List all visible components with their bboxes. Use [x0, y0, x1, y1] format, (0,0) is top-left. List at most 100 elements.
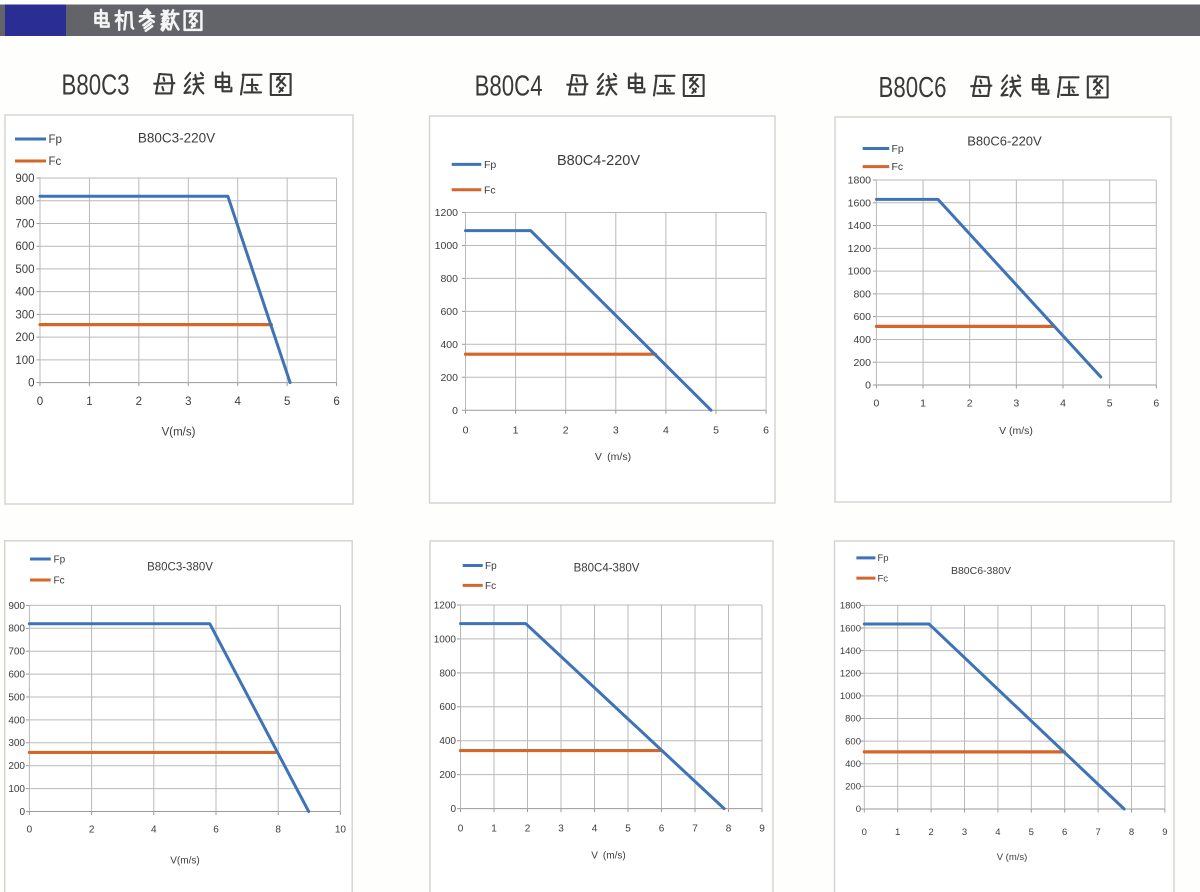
svg-text:400: 400 — [8, 715, 25, 726]
svg-text:0: 0 — [28, 378, 34, 390]
svg-text:800: 800 — [8, 624, 25, 635]
svg-text:0: 0 — [27, 824, 33, 835]
svg-text:5: 5 — [625, 823, 631, 834]
svg-text:0: 0 — [450, 804, 456, 815]
svg-text:1200: 1200 — [434, 600, 457, 611]
svg-text:4: 4 — [995, 827, 1000, 838]
svg-text:1000: 1000 — [848, 266, 872, 278]
svg-text:Fp: Fp — [49, 134, 62, 146]
svg-text:Fc: Fc — [49, 156, 62, 168]
svg-text:600: 600 — [845, 736, 861, 747]
svg-text:4: 4 — [592, 823, 598, 834]
svg-text:5: 5 — [1107, 398, 1113, 410]
svg-text:200: 200 — [845, 782, 861, 793]
svg-text:9: 9 — [759, 823, 765, 834]
svg-text:1: 1 — [513, 425, 519, 437]
svg-text:200: 200 — [15, 332, 34, 344]
svg-text:2: 2 — [967, 398, 973, 410]
svg-text:6: 6 — [333, 396, 339, 408]
svg-text:B80C6-220V: B80C6-220V — [967, 133, 1042, 148]
svg-text:1000: 1000 — [840, 691, 861, 702]
svg-text:1000: 1000 — [435, 240, 459, 252]
svg-text:900: 900 — [15, 173, 34, 185]
svg-text:3: 3 — [1013, 398, 1019, 410]
svg-text:0: 0 — [37, 396, 43, 408]
svg-text:Fc: Fc — [54, 575, 65, 586]
svg-text:8: 8 — [726, 823, 732, 834]
svg-text:Fp: Fp — [892, 143, 904, 155]
svg-text:1200: 1200 — [840, 669, 861, 680]
svg-text:500: 500 — [15, 264, 34, 276]
svg-text:Fp: Fp — [484, 159, 496, 171]
svg-text:1800: 1800 — [840, 601, 861, 612]
svg-text:1400: 1400 — [848, 220, 872, 232]
svg-text:B80C3-220V: B80C3-220V — [138, 131, 215, 146]
svg-text:900: 900 — [8, 601, 25, 612]
svg-text:400: 400 — [845, 759, 861, 770]
svg-text:800: 800 — [15, 196, 34, 208]
svg-text:Fp: Fp — [878, 553, 889, 564]
svg-text:600: 600 — [8, 670, 25, 681]
svg-text:1600: 1600 — [840, 623, 861, 634]
svg-text:200: 200 — [853, 357, 871, 369]
svg-text:8: 8 — [1129, 827, 1134, 838]
svg-text:6: 6 — [1062, 827, 1067, 838]
svg-text:0: 0 — [862, 827, 867, 838]
svg-text:2: 2 — [525, 823, 531, 834]
svg-text:600: 600 — [853, 311, 871, 323]
svg-text:V(m/s): V(m/s) — [162, 426, 196, 438]
svg-text:2: 2 — [928, 827, 933, 838]
svg-text:0: 0 — [865, 380, 871, 392]
svg-text:1600: 1600 — [848, 197, 872, 209]
svg-text:V (m/s): V (m/s) — [595, 451, 631, 463]
svg-text:800: 800 — [439, 668, 456, 679]
svg-text:5: 5 — [284, 396, 290, 408]
svg-text:6: 6 — [763, 425, 769, 437]
svg-text:6: 6 — [1153, 398, 1159, 410]
svg-text:1200: 1200 — [848, 243, 872, 255]
svg-text:3: 3 — [962, 827, 967, 838]
svg-text:2: 2 — [89, 824, 95, 835]
svg-text:100: 100 — [15, 355, 34, 367]
svg-text:V (m/s): V (m/s) — [591, 850, 625, 861]
svg-text:1: 1 — [86, 396, 92, 408]
svg-text:0: 0 — [873, 398, 879, 410]
svg-text:V (m/s): V (m/s) — [997, 852, 1028, 863]
svg-text:4: 4 — [1060, 398, 1066, 410]
svg-text:600: 600 — [439, 702, 456, 713]
svg-text:1800: 1800 — [848, 175, 872, 187]
svg-text:400: 400 — [853, 334, 871, 346]
svg-text:Fp: Fp — [485, 561, 497, 572]
svg-text:600: 600 — [440, 306, 458, 318]
svg-text:4: 4 — [663, 425, 669, 437]
svg-text:1: 1 — [895, 827, 900, 838]
svg-text:B80C6: B80C6 — [879, 72, 947, 104]
svg-text:B80C6-380V: B80C6-380V — [951, 565, 1011, 577]
svg-text:3: 3 — [558, 823, 564, 834]
svg-text:V (m/s): V (m/s) — [999, 425, 1033, 437]
svg-text:0: 0 — [19, 807, 25, 818]
svg-text:300: 300 — [15, 309, 34, 321]
svg-text:0: 0 — [463, 425, 469, 437]
svg-text:200: 200 — [440, 372, 458, 384]
svg-text:1: 1 — [491, 823, 497, 834]
svg-text:Fc: Fc — [485, 581, 496, 592]
svg-text:800: 800 — [845, 714, 861, 725]
svg-text:B80C4-220V: B80C4-220V — [557, 153, 640, 169]
svg-text:800: 800 — [853, 288, 871, 300]
svg-text:0: 0 — [458, 823, 464, 834]
svg-text:2: 2 — [136, 396, 142, 408]
svg-text:800: 800 — [440, 273, 458, 285]
svg-text:4: 4 — [151, 824, 157, 835]
svg-text:200: 200 — [439, 770, 456, 781]
svg-text:8: 8 — [275, 824, 281, 835]
svg-text:300: 300 — [8, 738, 25, 749]
svg-text:0: 0 — [856, 804, 861, 815]
svg-text:9: 9 — [1162, 827, 1167, 838]
svg-text:B80C3: B80C3 — [62, 70, 130, 102]
svg-text:B80C3-380V: B80C3-380V — [147, 561, 213, 573]
svg-text:2: 2 — [563, 425, 569, 437]
svg-text:Fp: Fp — [54, 554, 66, 565]
svg-text:B80C4: B80C4 — [475, 71, 543, 103]
svg-text:200: 200 — [8, 761, 25, 772]
